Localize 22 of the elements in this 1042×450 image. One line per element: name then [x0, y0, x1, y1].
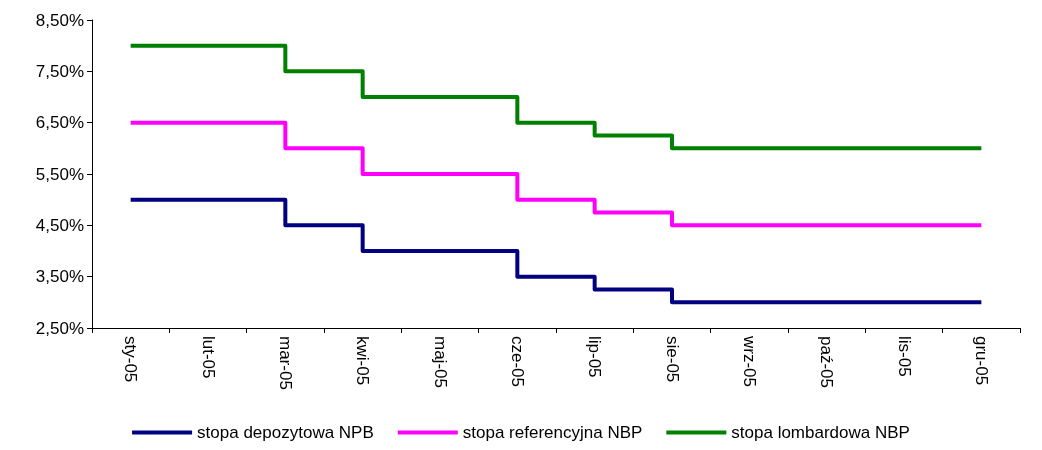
- x-tick-label: lis-05: [894, 336, 914, 377]
- x-tick-label: lip-05: [585, 336, 605, 378]
- y-tick-label: 7,50%: [35, 61, 84, 81]
- x-tick-label: lut-05: [198, 336, 218, 379]
- x-tick-label: sie-05: [662, 336, 682, 383]
- y-tick-label: 3,50%: [35, 267, 84, 287]
- x-tick-label: gru-05: [971, 336, 991, 386]
- y-tick-label: 8,50%: [35, 10, 84, 30]
- x-tick-label: maj-05: [430, 336, 450, 388]
- legend-label: stopa lombardowa NBP: [731, 423, 910, 442]
- y-tick-label: 5,50%: [35, 164, 84, 184]
- x-tick-label: kwi-05: [353, 336, 373, 386]
- legend-label: stopa referencyjna NBP: [462, 423, 643, 442]
- x-tick-label: mar-05: [275, 336, 295, 390]
- y-tick-label: 2,50%: [35, 318, 84, 338]
- legend-label: stopa depozytowa NPB: [197, 423, 374, 442]
- x-tick-label: paź-05: [817, 336, 837, 388]
- x-tick-label: sty-05: [121, 336, 141, 383]
- y-tick-label: 6,50%: [35, 113, 84, 133]
- y-tick-label: 4,50%: [35, 215, 84, 235]
- x-tick-label: cze-05: [507, 336, 527, 388]
- x-tick-label: wrz-05: [739, 335, 759, 388]
